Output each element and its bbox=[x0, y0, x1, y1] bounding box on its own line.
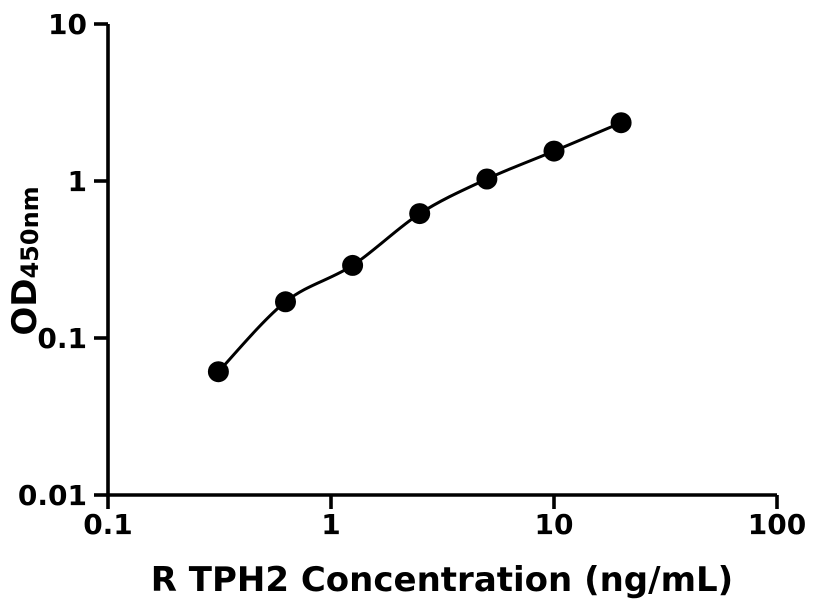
data-point bbox=[342, 254, 364, 276]
data-points bbox=[207, 112, 632, 383]
y-axis-title-main: OD bbox=[5, 279, 45, 336]
svg-text:OD450nm: OD450nm bbox=[5, 186, 45, 335]
y-tick-label: 0.1 bbox=[37, 322, 87, 355]
fitted-curve bbox=[216, 121, 623, 374]
y-tick-label: 1 bbox=[68, 165, 87, 198]
y-axis-title-sub: 450nm bbox=[16, 186, 44, 278]
data-point bbox=[476, 168, 498, 190]
y-tick-label: 10 bbox=[48, 8, 87, 41]
data-point bbox=[543, 140, 565, 162]
data-point bbox=[207, 361, 229, 383]
y-axis-title: OD450nm bbox=[5, 186, 45, 335]
axis-lines bbox=[106, 24, 777, 497]
x-tick-label: 1 bbox=[321, 508, 340, 541]
y-axis-ticks: 0.01 0.1 1 10 bbox=[18, 8, 108, 512]
x-tick-label: 10 bbox=[535, 508, 574, 541]
plot-axes bbox=[106, 24, 777, 497]
data-point bbox=[409, 203, 431, 225]
standard-curve-line bbox=[216, 121, 623, 374]
data-point bbox=[275, 291, 296, 313]
x-tick-label: 100 bbox=[748, 508, 806, 541]
data-point bbox=[610, 112, 632, 134]
y-tick-label: 0.01 bbox=[18, 479, 87, 512]
x-axis-ticks: 0.1 1 10 100 bbox=[83, 495, 806, 541]
x-tick-label: 0.1 bbox=[83, 508, 133, 541]
x-axis-title: R TPH2 Concentration (ng/mL) bbox=[151, 560, 733, 600]
